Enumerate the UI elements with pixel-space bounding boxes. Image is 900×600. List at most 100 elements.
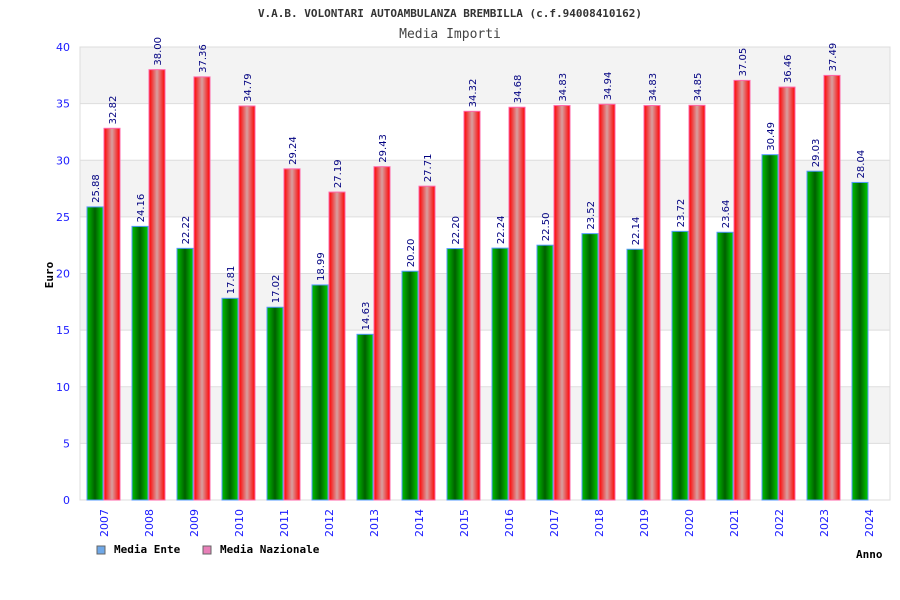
value-label: 34.85 [693,73,704,102]
bar-media-nazionale [778,86,796,501]
chart-subtitle: Media Importi [399,27,501,42]
y-tick-label: 20 [56,268,70,281]
grid-band [80,273,890,331]
bar-media-nazionale [643,105,661,501]
bar-media-ente [131,225,149,501]
value-label: 29.43 [378,134,389,163]
bar-media-ente [86,206,104,501]
y-tick-label: 25 [56,211,70,224]
x-tick-label: 2022 [773,509,786,537]
value-label: 14.63 [361,302,372,331]
x-tick-label: 2024 [863,509,876,537]
value-label: 18.99 [316,252,327,281]
x-tick-label: 2009 [188,509,201,537]
x-tick-label: 2015 [458,509,471,537]
bar-media-ente [266,306,284,501]
y-tick-label: 5 [63,437,70,450]
bar-media-nazionale [463,110,481,501]
bar-media-nazionale [553,105,571,501]
bar-media-nazionale [598,103,616,501]
legend-media-nazionale: Media Nazionale [220,543,320,556]
bar-media-nazionale [373,166,391,501]
x-tick-label: 2016 [503,509,516,537]
x-tick-label: 2020 [683,509,696,537]
x-tick-label: 2019 [638,509,651,537]
y-tick-label: 10 [56,381,70,394]
value-label: 38.00 [153,37,164,66]
value-label: 34.83 [558,73,569,102]
bar-media-ente [311,284,329,501]
value-label: 17.02 [271,275,282,304]
x-tick-label: 2008 [143,509,156,537]
value-label: 27.71 [423,154,434,183]
value-label: 32.82 [108,96,119,125]
legend-media-ente: Media Ente [114,543,181,556]
bar-media-ente [581,233,599,501]
bar-media-ente [536,244,554,501]
chart-title: V.A.B. VOLONTARI AUTOAMBULANZA BREMBILLA… [258,7,642,20]
value-label: 23.52 [586,201,597,230]
x-tick-label: 2021 [728,509,741,537]
bar-media-ente [401,270,419,501]
value-label: 23.64 [721,200,732,229]
bar-media-nazionale [508,106,526,501]
y-tick-label: 0 [63,494,70,507]
bar-media-nazionale [328,191,346,501]
x-tick-label: 2018 [593,509,606,537]
grid-band [80,160,890,217]
bar-media-ente [626,248,644,501]
y-tick-label: 15 [56,324,70,337]
bar-media-nazionale [688,104,706,501]
value-label: 37.49 [828,43,839,72]
value-label: 23.72 [676,199,687,228]
y-axis-label: Euro [43,261,56,288]
y-tick-label: 30 [56,154,70,167]
value-label: 34.83 [648,73,659,102]
value-label: 17.81 [226,266,237,295]
y-tick-label: 35 [56,98,70,111]
bar-media-nazionale [418,185,436,501]
value-label: 25.88 [91,174,102,203]
value-label: 36.46 [783,54,794,83]
bar-media-ente [806,170,824,501]
bar-media-nazionale [193,76,211,501]
value-label: 22.20 [451,216,462,245]
value-label: 28.04 [856,150,867,179]
value-label: 22.24 [496,215,507,244]
y-tick-label: 40 [56,41,70,54]
bar-media-ente [671,230,689,501]
bar-media-ente [356,333,374,501]
value-label: 30.49 [766,122,777,151]
bar-media-ente [221,297,239,501]
value-label: 37.05 [738,48,749,77]
grid-band [80,386,890,444]
value-label: 22.14 [631,217,642,246]
value-label: 22.22 [181,216,192,245]
bar-media-nazionale [733,79,751,501]
bar-media-nazionale [103,127,121,501]
bar-media-ente [491,247,509,501]
x-axis-label: Anno [856,548,883,561]
value-label: 34.32 [468,79,479,108]
x-tick-label: 2011 [278,509,291,537]
x-tick-label: 2017 [548,509,561,537]
x-tick-label: 2010 [233,509,246,537]
bar-media-ente [716,231,734,501]
value-label: 20.20 [406,239,417,268]
value-label: 29.03 [811,139,822,168]
value-label: 34.68 [513,75,524,104]
bar-media-nazionale [823,74,841,501]
x-tick-label: 2012 [323,509,336,537]
x-tick-label: 2023 [818,509,831,537]
x-tick-label: 2007 [98,509,111,537]
value-label: 29.24 [288,136,299,165]
bar-media-ente [176,247,194,501]
legend-swatch-media-nazionale [202,545,212,555]
bar-media-ente [851,181,869,501]
bar-media-nazionale [238,105,256,501]
x-tick-label: 2013 [368,509,381,537]
value-label: 37.36 [198,44,209,73]
value-label: 24.16 [136,194,147,223]
bar-media-nazionale [148,69,166,501]
